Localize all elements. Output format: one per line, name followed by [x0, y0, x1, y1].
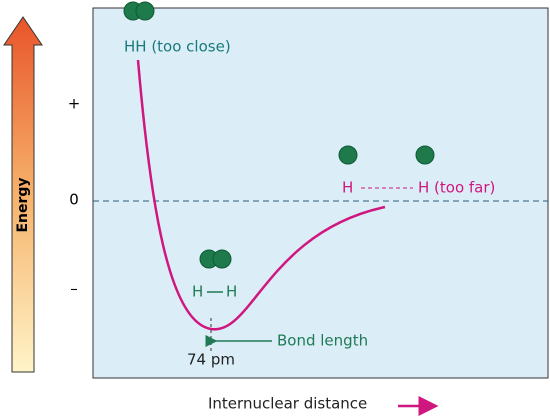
- tick-label: +: [68, 95, 81, 113]
- tick-label: –: [70, 280, 78, 298]
- annotation: Bond length: [277, 332, 368, 350]
- atoms: [123, 1, 435, 269]
- annotation: 74 pm: [187, 351, 235, 369]
- annotation: H (too far): [418, 179, 495, 197]
- y-axis-label: Energy: [15, 177, 31, 232]
- annotation: H: [192, 283, 203, 301]
- plot-panel: [92, 7, 549, 379]
- annotation: H: [342, 179, 353, 197]
- tick-label: 0: [69, 191, 79, 209]
- energy-arrow: [3, 16, 43, 373]
- annotation: HH (too close): [124, 38, 231, 56]
- energy-curve: [136, 59, 386, 331]
- annotation: H: [226, 283, 237, 301]
- x-axis-label: Internuclear distance: [208, 395, 367, 413]
